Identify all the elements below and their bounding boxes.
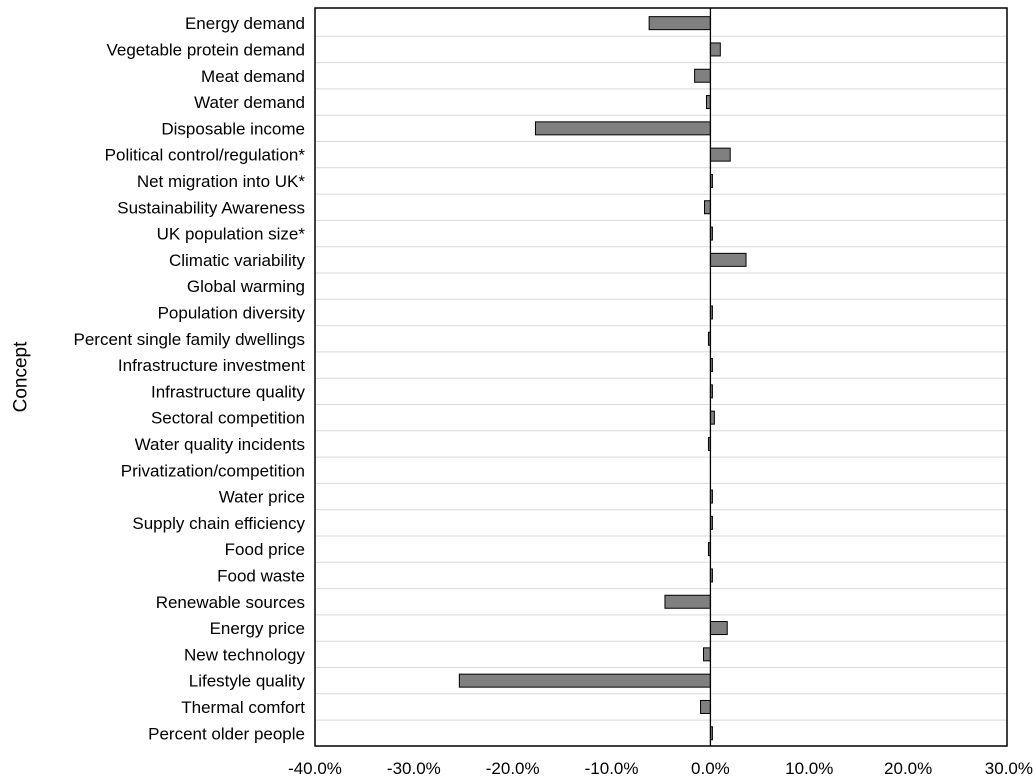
bar <box>458 673 711 688</box>
x-tick-label: 20.0% <box>884 759 932 778</box>
category-label: Climatic variability <box>169 251 306 270</box>
x-tick-label: 10.0% <box>785 759 833 778</box>
category-label: Percent single family dwellings <box>74 330 306 349</box>
bar <box>703 200 711 215</box>
category-label: Vegetable protein demand <box>107 40 306 59</box>
category-label: New technology <box>184 645 305 664</box>
category-label: Food price <box>225 540 305 559</box>
category-labels: Energy demand Vegetable protein demand Mea… <box>74 14 306 743</box>
category-label: Sectoral competition <box>151 409 305 428</box>
category-label: Sustainability Awareness <box>117 198 305 217</box>
bar <box>709 147 731 162</box>
category-label: Meat demand <box>201 67 305 86</box>
category-label: Net migration into UK* <box>137 172 306 191</box>
category-label: Water demand <box>194 93 305 112</box>
category-label: Supply chain efficiency <box>132 514 305 533</box>
bar <box>534 121 711 136</box>
x-tick-label: -30.0% <box>387 759 441 778</box>
category-label: Percent older people <box>148 724 305 743</box>
category-label: Energy price <box>210 619 305 638</box>
x-tick-label: 0.0% <box>691 759 730 778</box>
bar <box>703 647 711 662</box>
category-label: Renewable sources <box>156 593 305 612</box>
category-label: Energy demand <box>185 14 305 33</box>
category-label: Lifestyle quality <box>189 672 306 691</box>
bar <box>664 594 711 609</box>
x-tick-label: 30.0% <box>985 759 1033 778</box>
row-separators <box>315 35 1007 721</box>
x-tick-label: -20.0% <box>486 759 540 778</box>
category-label: Water price <box>219 488 305 507</box>
bar <box>648 16 711 31</box>
x-tick-labels: -40.0% -30.0% -20.0% -10.0% 0.0% 10.0% 20.0% 30… <box>288 759 1033 778</box>
bar <box>700 699 711 714</box>
bar <box>709 621 728 636</box>
bar <box>709 252 747 267</box>
category-label: Privatization/competition <box>121 461 305 480</box>
category-label: Population diversity <box>158 303 306 322</box>
bar <box>694 68 711 83</box>
bar <box>709 42 721 57</box>
category-label: Global warming <box>187 277 305 296</box>
category-label: Infrastructure quality <box>151 382 306 401</box>
plot-area <box>314 7 1008 747</box>
category-label: Political control/regulation* <box>105 146 306 165</box>
category-label: Thermal comfort <box>181 698 305 717</box>
x-tick-label: -10.0% <box>585 759 639 778</box>
category-label: Water quality incidents <box>135 435 305 454</box>
y-axis-title: Concept <box>11 341 32 412</box>
x-tick-label: -40.0% <box>288 759 342 778</box>
category-label: UK population size* <box>157 225 306 244</box>
category-label: Disposable income <box>161 119 305 138</box>
category-label: Food waste <box>217 566 305 585</box>
category-label: Infrastructure investment <box>118 356 305 375</box>
